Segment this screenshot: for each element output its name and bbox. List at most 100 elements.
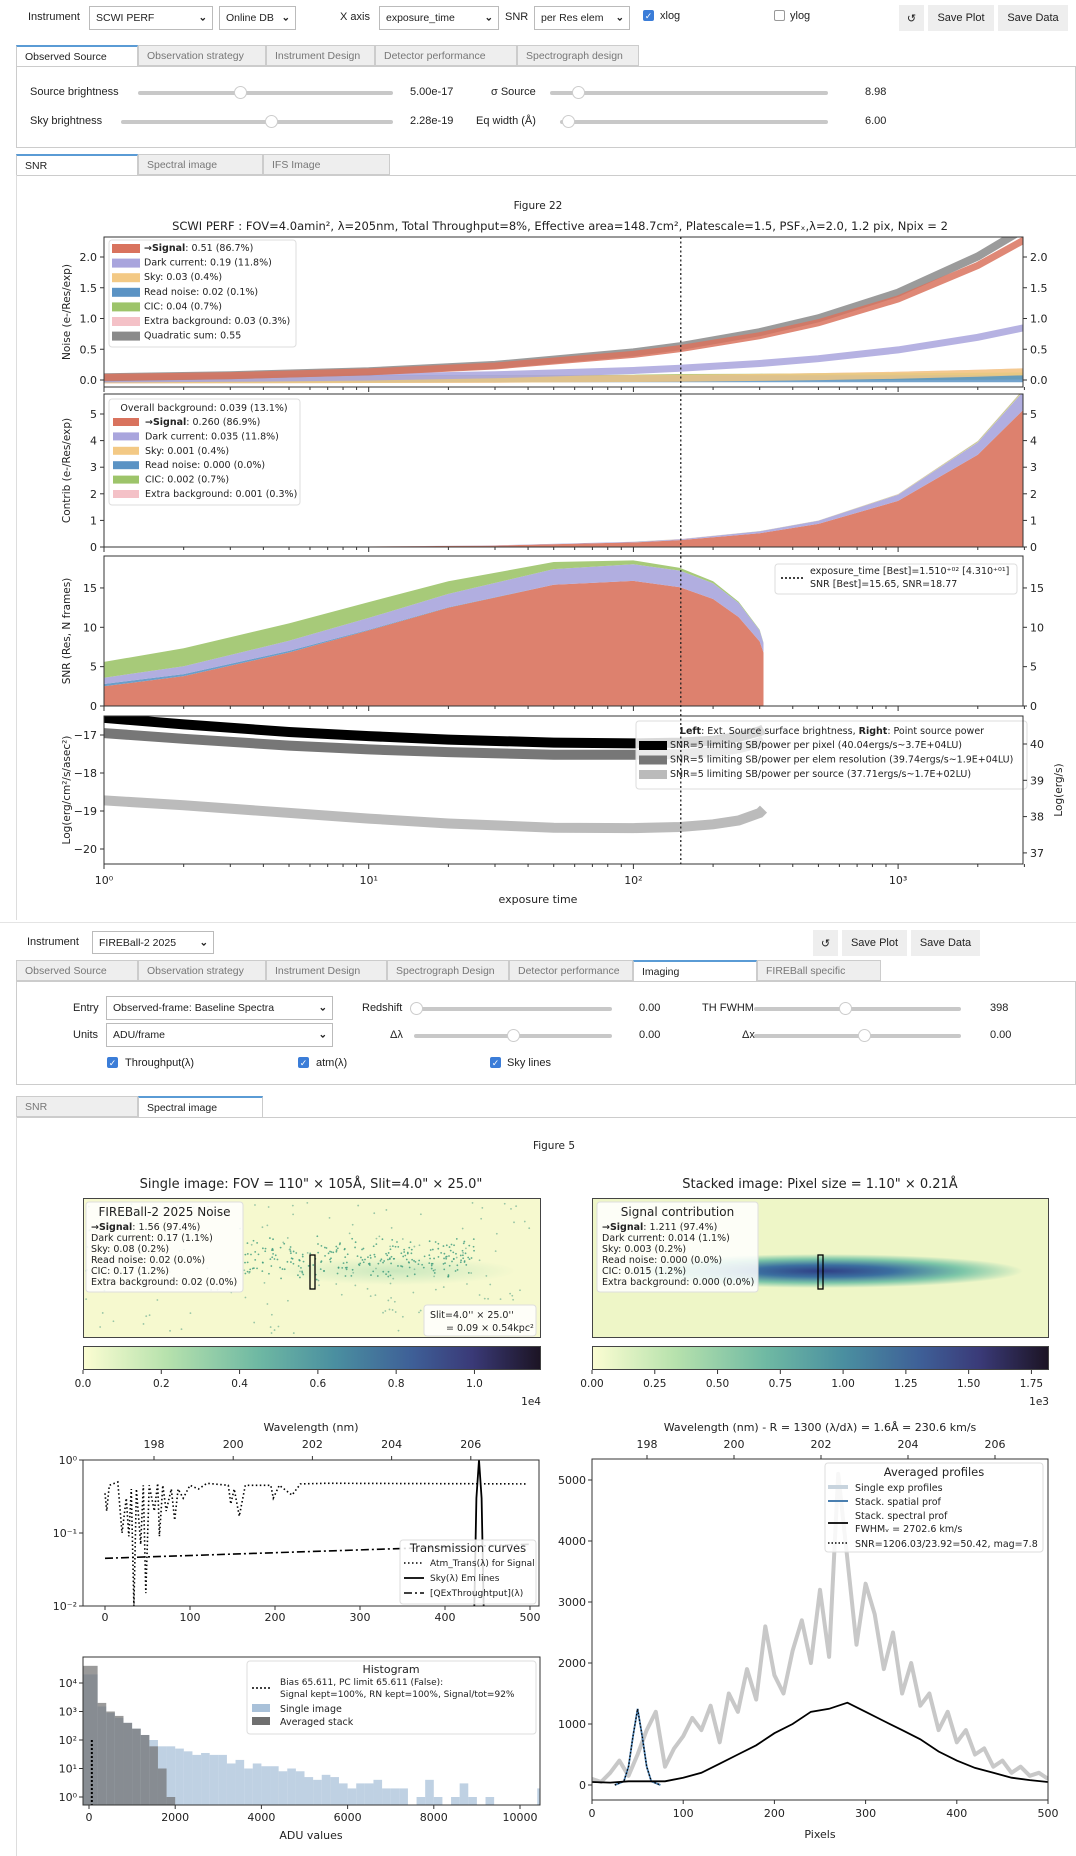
tab-observed-source-2[interactable]: Observed Source	[16, 960, 138, 981]
save-data-button[interactable]: Save Data	[998, 5, 1068, 31]
single-bar	[149, 1740, 158, 1805]
sky-brightness-slider[interactable]	[121, 115, 393, 128]
slider-handle[interactable]	[857, 1029, 871, 1042]
y-tick-label: 10⁻²	[53, 1600, 77, 1613]
x-tick-label: 8000	[420, 1811, 448, 1824]
tab-detector-performance[interactable]: Detector performance	[375, 45, 517, 66]
snr-select[interactable]: per Res elem ⌄	[534, 6, 630, 30]
tab-instrument-design-2[interactable]: Instrument Design	[266, 960, 387, 981]
top-x-axis-label: Wavelength (nm)	[263, 1421, 358, 1434]
eq-width-slider[interactable]	[560, 115, 828, 128]
single-bar	[330, 1777, 339, 1805]
y-tick-label: 3	[90, 461, 97, 474]
single-bar	[175, 1748, 184, 1805]
legend-text: Quadratic sum: 0.55	[144, 331, 241, 342]
single-bar	[140, 1734, 150, 1805]
y-axis-label-right: Log(erg/s)	[1053, 763, 1065, 816]
chevron-down-icon: ⌄	[318, 1029, 327, 1041]
y-tick-label-right: 1.5	[1030, 282, 1048, 295]
colorbar-tick-label: 1.0	[466, 1378, 483, 1390]
legend-patch-dark	[113, 432, 139, 441]
sigma-source-label: σ Source	[491, 86, 536, 98]
profile-lines	[592, 1471, 1048, 1786]
tab-fireball-specific[interactable]: FIREBall specific	[757, 960, 881, 981]
instrument-select-2[interactable]: FIREBall-2 2025 ⌄	[92, 931, 214, 954]
colorbar-scale-label: 1e4	[521, 1396, 541, 1408]
image-title: Stacked image: Pixel size = 1.10" × 0.21…	[682, 1176, 958, 1192]
save-data-button-2[interactable]: Save Data	[911, 930, 980, 956]
single-bar	[459, 1783, 469, 1805]
save-plot-button[interactable]: Save Plot	[928, 5, 994, 31]
tab-snr[interactable]: SNR	[16, 154, 138, 175]
slider-handle[interactable]	[234, 86, 247, 99]
slider-handle[interactable]	[562, 115, 576, 128]
area-dark	[104, 564, 764, 684]
single-bar	[451, 1797, 460, 1805]
y-tick-label-right: 0.0	[1030, 374, 1048, 387]
tab-spectral-image[interactable]: Spectral image	[138, 154, 263, 175]
y-axis-label: Log(erg/cm²/s/asec²)	[61, 736, 73, 845]
tab-detector-performance-2[interactable]: Detector performance	[509, 960, 633, 981]
tab-instrument-design[interactable]: Instrument Design	[266, 45, 375, 66]
chevron-down-icon: ⌄	[484, 12, 493, 24]
tab-observed-source[interactable]: Observed Source	[16, 45, 138, 66]
x-tick-label: 500	[1038, 1807, 1059, 1820]
y-tick-label: 10³	[59, 1706, 77, 1719]
xlog-checkbox[interactable]: ✓	[643, 10, 654, 21]
legend-entry: CIC: 0.002 (0.7%)	[145, 475, 229, 486]
delta-x-slider[interactable]	[754, 1029, 961, 1042]
single-bar	[554, 1797, 563, 1805]
sigma-source-slider[interactable]	[550, 86, 828, 99]
x-tick-label: 300	[855, 1807, 876, 1820]
slider-handle[interactable]	[409, 1002, 423, 1015]
throughput-checkbox[interactable]: ✓	[107, 1057, 118, 1068]
single-bar	[106, 1712, 115, 1805]
y-tick-label: −18	[74, 767, 97, 780]
single-bar	[572, 1797, 581, 1805]
area-sky	[104, 394, 1021, 547]
th-fwhm-slider[interactable]	[754, 1002, 961, 1015]
slider-handle[interactable]	[571, 86, 585, 99]
tab-imaging[interactable]: Imaging	[633, 960, 757, 981]
atm-checkbox[interactable]: ✓	[298, 1057, 309, 1068]
snr-value: per Res elem	[541, 12, 604, 24]
slider-handle[interactable]	[507, 1029, 520, 1042]
x-tick-label: 100	[180, 1611, 201, 1624]
x-tick-label: 0	[102, 1611, 109, 1624]
figure-label: Figure 22	[514, 200, 563, 212]
single-bar	[390, 1788, 400, 1805]
top-x-tick-label: 198	[637, 1438, 658, 1451]
tab-observation-strategy[interactable]: Observation strategy	[138, 45, 266, 66]
single-bar	[425, 1779, 434, 1805]
tab-spectrograph-design[interactable]: Spectrograph design	[517, 45, 639, 66]
reset-button[interactable]: ↺	[899, 5, 924, 31]
snr-plot-areas	[104, 560, 764, 706]
ylog-checkbox[interactable]	[774, 10, 785, 21]
entry-select[interactable]: Observed-frame: Baseline Spectra ⌄	[106, 996, 333, 1020]
reset-button-2[interactable]: ↺	[813, 930, 838, 956]
units-select[interactable]: ADU/frame ⌄	[106, 1023, 333, 1047]
tab-spectrograph-design-2[interactable]: Spectrograph Design	[387, 960, 509, 981]
x-tick-label: 10000	[503, 1811, 538, 1824]
sky-lines-checkbox[interactable]: ✓	[490, 1057, 501, 1068]
delta-lambda-slider[interactable]	[414, 1029, 612, 1042]
redshift-slider[interactable]	[409, 1002, 612, 1015]
database-select[interactable]: Online DB ⌄	[219, 6, 296, 30]
save-plot-button-2[interactable]: Save Plot	[842, 930, 907, 956]
y-tick-label-right: 15	[1030, 582, 1044, 595]
tab-ifs-image[interactable]: IFS Image	[263, 154, 390, 175]
tab-snr-2[interactable]: SNR	[16, 1096, 138, 1117]
source-brightness-slider[interactable]	[138, 86, 393, 99]
instrument-select[interactable]: SCWI PERF ⌄	[89, 6, 213, 30]
x-axis-select[interactable]: exposure_time ⌄	[379, 6, 499, 30]
single-exp-profile	[592, 1471, 1048, 1784]
colorbar-tick-label: 1.75	[1020, 1378, 1043, 1390]
y-axis-label: Contrib (e-/Res/exp)	[61, 418, 73, 523]
slider-handle[interactable]	[839, 1002, 853, 1015]
slider-handle[interactable]	[264, 115, 278, 128]
tab-spectral-image-2[interactable]: Spectral image	[138, 1096, 263, 1117]
legend-patch	[639, 770, 667, 779]
atm-label: atm(λ)	[316, 1057, 348, 1069]
tab-observation-strategy-2[interactable]: Observation strategy	[138, 960, 266, 981]
legend-patch-cic	[113, 475, 139, 484]
